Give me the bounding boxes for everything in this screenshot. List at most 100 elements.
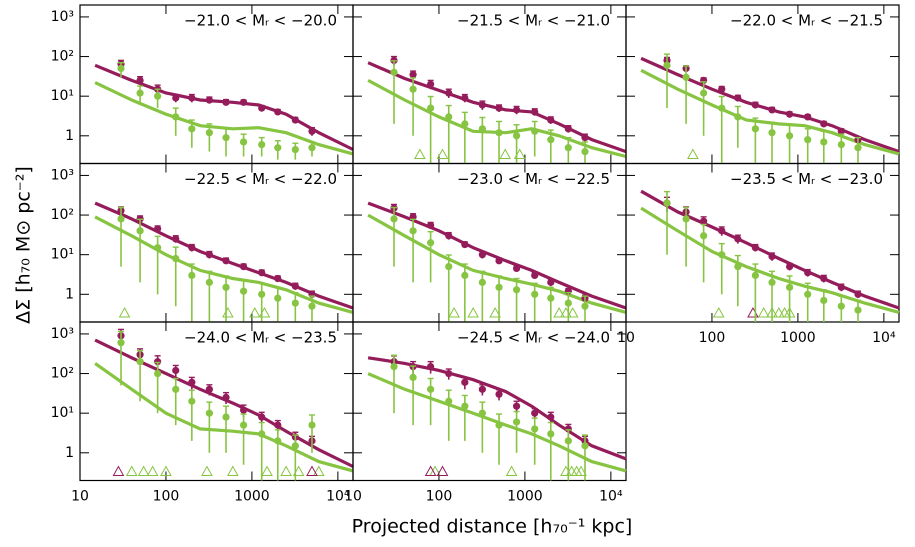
upper-limit xyxy=(112,465,125,476)
data-point xyxy=(172,385,180,393)
model-curve xyxy=(94,215,354,314)
y-tick-label: 10² xyxy=(51,207,74,223)
y-tick-label: 10³ xyxy=(51,167,74,183)
data-point xyxy=(461,378,469,386)
data-point xyxy=(445,89,453,97)
data-point xyxy=(751,271,759,279)
data-point xyxy=(445,397,453,405)
upper-limit xyxy=(436,148,449,159)
panel-title: −22.0 < Mᵣ < −21.5 xyxy=(730,12,883,30)
data-point xyxy=(427,221,435,229)
data-point xyxy=(547,278,555,286)
data-point xyxy=(258,269,266,277)
data-point xyxy=(308,302,316,310)
y-tick-label: 1 xyxy=(65,445,74,461)
data-point xyxy=(308,421,316,429)
panel-title: −24.0 < Mᵣ < −23.5 xyxy=(184,329,337,347)
data-point xyxy=(718,104,726,112)
model-curve xyxy=(94,63,354,151)
data-point xyxy=(663,61,671,69)
data-point xyxy=(837,140,845,149)
data-point xyxy=(768,106,776,114)
data-point xyxy=(820,296,828,305)
data-point xyxy=(751,244,759,252)
data-point xyxy=(751,125,759,133)
data-point xyxy=(390,362,398,371)
data-point xyxy=(718,227,726,235)
data-point xyxy=(495,257,503,265)
data-point xyxy=(445,369,453,378)
data-point xyxy=(478,409,486,417)
data-point xyxy=(445,232,453,240)
data-point xyxy=(239,287,248,295)
data-point xyxy=(427,362,435,371)
data-point xyxy=(663,199,671,207)
data-point xyxy=(274,108,282,116)
data-point xyxy=(222,134,230,142)
data-point xyxy=(531,127,539,135)
data-point xyxy=(172,94,180,102)
data-point xyxy=(222,393,230,402)
data-point xyxy=(427,239,435,247)
data-point xyxy=(478,278,486,286)
data-point xyxy=(531,108,539,116)
data-point xyxy=(700,232,708,240)
data-point xyxy=(308,127,316,135)
data-point xyxy=(804,136,812,144)
data-point xyxy=(581,147,589,156)
data-point xyxy=(531,271,539,279)
data-point xyxy=(390,215,398,223)
data-point xyxy=(785,132,794,140)
x-tick-label: 10⁴ xyxy=(599,489,623,505)
data-point xyxy=(461,120,469,128)
upper-limit xyxy=(553,306,565,318)
data-point xyxy=(478,101,486,109)
data-point xyxy=(804,269,812,277)
data-point xyxy=(239,138,248,146)
data-point xyxy=(291,442,299,450)
data-point xyxy=(274,144,282,152)
data-point xyxy=(734,235,742,243)
model-curve xyxy=(640,189,900,310)
data-point xyxy=(564,144,572,152)
data-point xyxy=(409,85,417,93)
data-point xyxy=(188,397,196,405)
data-point xyxy=(718,85,726,93)
data-point xyxy=(188,125,196,133)
data-point xyxy=(495,129,503,137)
panel-frame xyxy=(352,321,627,482)
data-point xyxy=(154,92,162,100)
data-point xyxy=(837,302,845,310)
data-point xyxy=(390,68,398,76)
y-tick-label: 10³ xyxy=(51,326,74,342)
data-point xyxy=(427,385,435,393)
data-point xyxy=(258,104,266,112)
y-tick-label: 10² xyxy=(51,366,74,382)
panel-title: −21.5 < Mᵣ < −21.0 xyxy=(457,12,610,30)
data-point xyxy=(427,80,435,88)
upper-limit xyxy=(505,465,518,476)
data-point xyxy=(700,217,708,225)
data-point xyxy=(461,271,469,279)
data-point xyxy=(734,263,742,271)
data-point xyxy=(734,113,742,121)
data-point xyxy=(854,144,862,152)
data-point xyxy=(154,358,162,366)
data-point xyxy=(172,366,180,375)
model-curve xyxy=(94,362,354,473)
data-point xyxy=(239,98,248,106)
data-point xyxy=(700,89,708,97)
data-point xyxy=(222,413,230,421)
data-point xyxy=(564,299,572,307)
data-point xyxy=(581,134,589,142)
data-point xyxy=(512,106,521,114)
data-point xyxy=(188,378,196,386)
data-point xyxy=(274,421,282,429)
data-point xyxy=(768,129,776,137)
model-curve xyxy=(367,61,627,154)
data-point xyxy=(188,94,196,102)
data-point xyxy=(409,373,417,381)
upper-limit xyxy=(160,465,172,476)
upper-limit xyxy=(747,306,759,318)
model-curve xyxy=(94,338,354,468)
